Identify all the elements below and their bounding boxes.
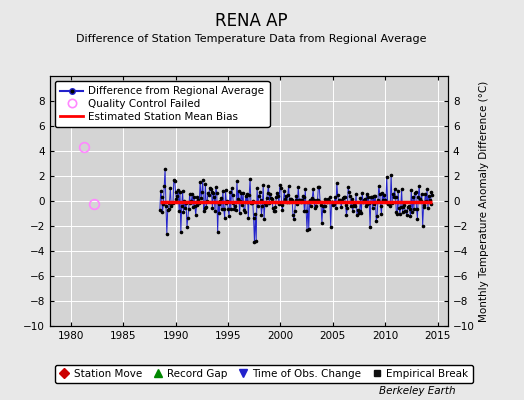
Text: Berkeley Earth: Berkeley Earth xyxy=(379,386,456,396)
Text: RENA AP: RENA AP xyxy=(215,12,288,30)
Text: Difference of Station Temperature Data from Regional Average: Difference of Station Temperature Data f… xyxy=(77,34,427,44)
Legend: Station Move, Record Gap, Time of Obs. Change, Empirical Break: Station Move, Record Gap, Time of Obs. C… xyxy=(55,365,473,383)
Y-axis label: Monthly Temperature Anomaly Difference (°C): Monthly Temperature Anomaly Difference (… xyxy=(479,80,489,322)
